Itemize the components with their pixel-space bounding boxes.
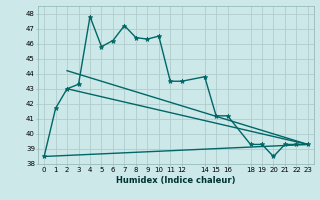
- X-axis label: Humidex (Indice chaleur): Humidex (Indice chaleur): [116, 176, 236, 185]
